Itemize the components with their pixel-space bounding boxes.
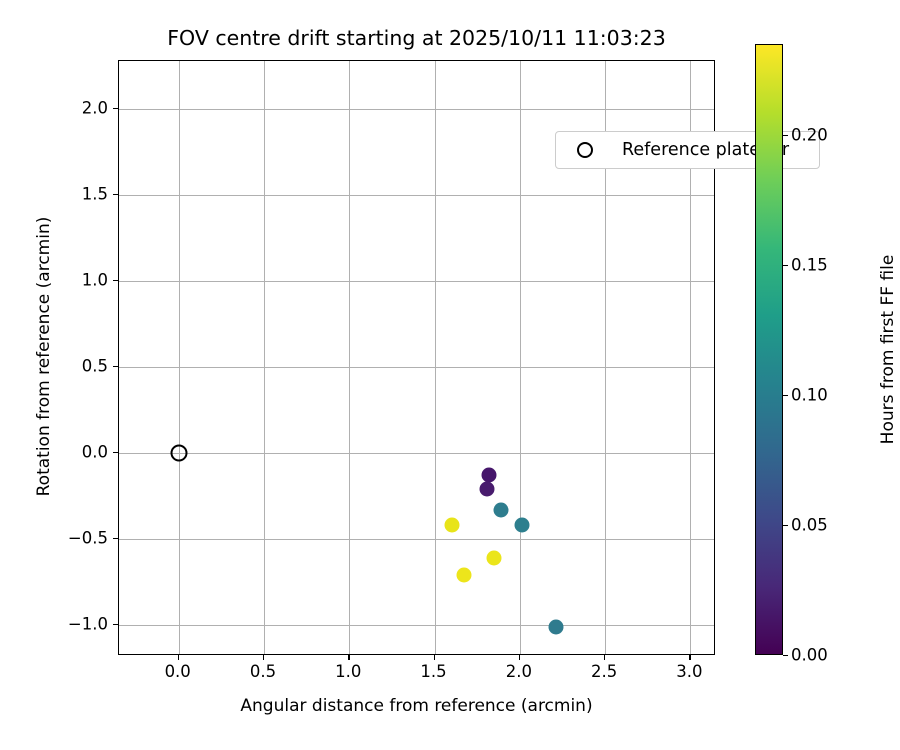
- open-circle-icon: [577, 142, 593, 158]
- x-axis-tick-label: 1.0: [335, 662, 362, 681]
- x-axis-tick-label: 1.5: [420, 662, 447, 681]
- gridline-vertical: [434, 61, 436, 654]
- colorbar-tick: [783, 395, 788, 397]
- x-axis-tick-label: 2.5: [591, 662, 618, 681]
- gridline-horizontal: [119, 453, 714, 455]
- gridline-vertical: [178, 61, 180, 654]
- gridline-horizontal: [119, 195, 714, 197]
- y-axis-tick-label: 1.5: [81, 184, 108, 204]
- gridline-horizontal: [119, 109, 714, 111]
- gridline-vertical: [519, 61, 521, 654]
- scatter-point: [481, 467, 497, 483]
- scatter-point: [486, 550, 502, 566]
- colorbar-tick-label: 0.20: [791, 125, 828, 145]
- y-axis-tick: [113, 108, 118, 110]
- colorbar-tick-label: 0.00: [791, 645, 828, 665]
- x-axis-label: Angular distance from reference (arcmin): [240, 696, 593, 716]
- colorbar-tick: [783, 655, 788, 657]
- x-axis-tick: [518, 655, 521, 660]
- y-axis-label: Rotation from reference (arcmin): [34, 216, 54, 497]
- gridline-horizontal: [119, 625, 714, 627]
- y-axis-tick-label: 0.5: [81, 356, 108, 376]
- x-axis-tick-label: 2.0: [505, 662, 532, 681]
- colorbar-tick: [783, 135, 788, 137]
- x-axis-tick-label: 3.0: [676, 662, 703, 681]
- x-axis-tick: [433, 655, 435, 660]
- x-axis-tick-label: 0.5: [249, 662, 277, 681]
- gridline-vertical: [349, 61, 351, 654]
- colorbar[interactable]: [755, 44, 783, 655]
- y-axis-tick-label: −0.5: [67, 528, 108, 548]
- y-axis-tick: [113, 194, 118, 196]
- gridline-vertical: [263, 61, 265, 654]
- gridline-vertical: [605, 61, 607, 654]
- y-axis-tick: [113, 452, 118, 454]
- x-axis-tick: [689, 655, 691, 660]
- colorbar-tick-label: 0.10: [791, 385, 828, 405]
- scatter-point: [548, 619, 564, 635]
- chart-title: FOV centre drift starting at 2025/10/11 …: [167, 26, 666, 50]
- x-axis-tick: [262, 655, 265, 660]
- colorbar-tick: [783, 525, 788, 527]
- y-axis-tick-label: −1.0: [67, 614, 108, 634]
- plot-area[interactable]: Reference platepar: [118, 60, 820, 655]
- y-axis-tick-label: 1.0: [81, 270, 108, 290]
- legend-label: Reference platepar: [622, 140, 790, 160]
- y-axis-tick: [113, 366, 118, 368]
- x-axis-tick: [177, 655, 179, 660]
- gridline-horizontal: [119, 539, 714, 541]
- x-axis-tick-label: 0.0: [164, 662, 191, 681]
- scatter-point: [479, 481, 495, 497]
- y-axis-tick: [113, 538, 118, 540]
- scatter-point: [456, 567, 472, 583]
- colorbar-tick-label: 0.15: [791, 255, 828, 275]
- y-axis-tick: [113, 624, 118, 626]
- colorbar-tick: [783, 265, 788, 267]
- x-axis-tick: [348, 655, 350, 660]
- colorbar-label: Hours from first FF file: [878, 254, 898, 445]
- gridline-horizontal: [119, 367, 714, 369]
- y-axis-tick-label: 2.0: [81, 98, 108, 118]
- gridline-horizontal: [119, 281, 714, 283]
- colorbar-tick-label: 0.05: [791, 515, 828, 535]
- y-axis-tick: [113, 280, 118, 282]
- gridline-vertical: [690, 61, 692, 654]
- y-axis-tick-label: 0.0: [81, 442, 108, 462]
- scatter-point: [514, 517, 530, 533]
- reference-platepar-marker: [170, 444, 188, 462]
- x-axis-tick: [604, 655, 606, 660]
- scatter-point: [493, 502, 509, 518]
- scatter-point: [444, 517, 460, 533]
